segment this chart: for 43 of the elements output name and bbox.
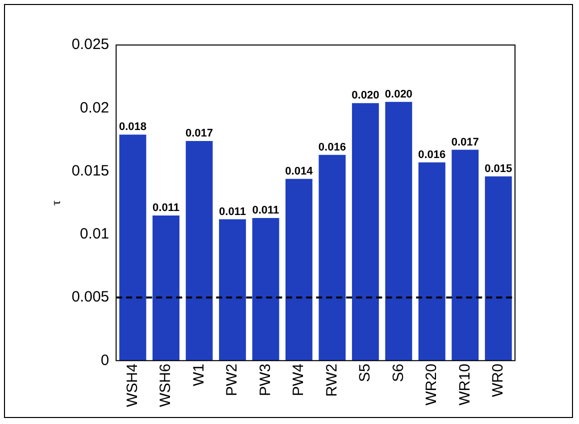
y-tick-label: 0.02 [80,99,110,116]
x-tick-label: S6 [390,364,407,382]
data-label: 0.015 [484,162,512,175]
data-label: 0.011 [252,204,280,217]
data-label: 0.011 [219,206,246,218]
x-tick-label: RW2 [323,364,340,397]
bar [352,103,379,361]
data-label: 0.017 [451,136,479,148]
x-tick-label: WR0 [490,364,507,398]
data-label: 0.020 [352,90,380,102]
y-tick-label: 0.025 [72,36,110,54]
y-tick-label: 0.01 [80,226,110,243]
x-tick-label: PW4 [290,364,308,396]
x-tick-label: W1 [190,364,208,386]
data-label: 0.017 [185,127,213,140]
x-tick-label: WR10 [456,364,474,406]
y-tick-label: 0.005 [72,288,110,306]
data-label: 0.011 [152,202,180,214]
data-label: 0.020 [384,88,412,100]
y-tick-label: 0.015 [72,162,110,180]
bar [119,134,146,361]
bar [418,162,446,361]
data-label: 0.016 [318,141,346,154]
x-tick-label: PW2 [224,364,241,396]
bar [285,178,312,361]
y-tick-label: 0 [100,352,110,369]
bar [318,154,346,361]
bar [252,218,280,361]
y-axis-title: τ [48,200,64,206]
bar [186,140,213,361]
data-label: 0.014 [285,165,314,178]
x-tick-label: S5 [356,364,374,382]
bar [219,219,246,361]
bar [152,215,180,361]
x-tick-label: WSH4 [124,364,141,408]
bar [452,150,479,361]
bar [484,176,512,361]
x-tick-label: WSH6 [157,364,174,408]
data-label: 0.018 [118,121,147,134]
x-tick-label: WR20 [423,364,440,406]
data-label: 0.016 [418,148,446,161]
x-tick-label: PW3 [256,364,274,396]
bar [385,102,412,361]
